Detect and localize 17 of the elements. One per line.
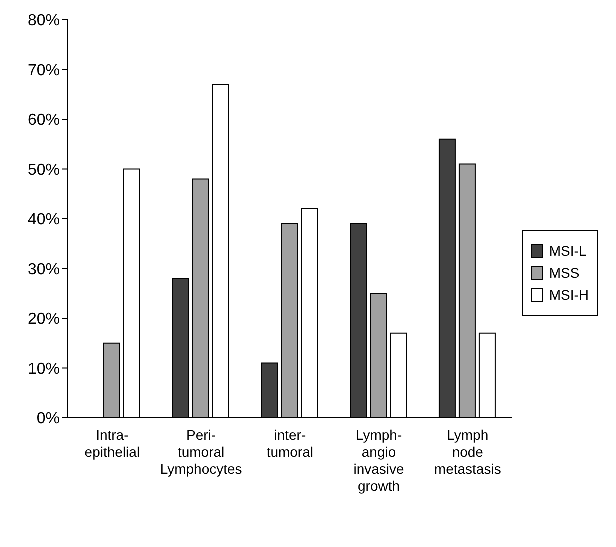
y-tick-label: 10% — [28, 360, 60, 378]
y-tick-label: 70% — [28, 62, 60, 80]
y-tick-label: 50% — [28, 162, 60, 179]
x-tick-label: Lymph node metastasis — [434, 427, 502, 477]
y-tick-label: 80% — [28, 12, 60, 30]
y-tick-label: 40% — [28, 212, 60, 229]
y-tick-label: 20% — [28, 311, 60, 328]
legend-label: MSS — [549, 265, 580, 281]
x-tick-label: Lymph- angio invasive growth — [354, 427, 405, 494]
y-tick-label: 0% — [36, 410, 60, 428]
legend-label: MSI-H — [549, 287, 589, 303]
y-tick-label: 60% — [28, 112, 60, 130]
legend-label: MSI-L — [549, 243, 587, 259]
x-tick-label: inter- tumoral — [266, 427, 314, 460]
x-tick-label: Peri- tumoral Lymphocytes — [160, 427, 242, 477]
y-tick-label: 30% — [28, 261, 60, 278]
x-tick-label: Intra- epithelial — [84, 427, 140, 460]
